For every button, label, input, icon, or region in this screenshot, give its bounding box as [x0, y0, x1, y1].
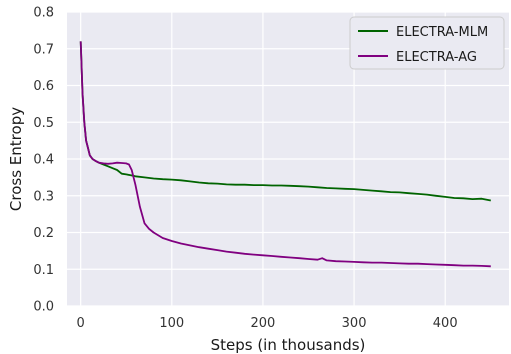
x-tick-label: 300	[342, 316, 367, 331]
y-tick-label: 0.2	[33, 226, 54, 241]
legend: ELECTRA-MLM ELECTRA-AG	[350, 17, 504, 69]
y-tick-label: 0.3	[33, 189, 54, 204]
y-tick-label: 0.1	[33, 263, 54, 278]
y-tick-label: 0.6	[33, 79, 54, 94]
y-tick-label: 0.4	[33, 153, 54, 168]
legend-label-electra-ag: ELECTRA-AG	[396, 50, 477, 65]
y-tick-label: 0.5	[33, 116, 54, 131]
legend-label-electra-mlm: ELECTRA-MLM	[396, 25, 488, 40]
y-axis-label: Cross Entropy	[7, 107, 25, 211]
x-tick-label: 100	[159, 316, 184, 331]
y-tick-label: 0.0	[33, 300, 54, 315]
x-tick-label: 200	[251, 316, 276, 331]
x-axis-label: Steps (in thousands)	[211, 336, 366, 354]
x-tick-label: 0	[77, 316, 85, 331]
x-tick-label: 400	[433, 316, 458, 331]
y-tick-label: 0.7	[33, 42, 54, 57]
y-tick-label: 0.8	[33, 6, 54, 21]
